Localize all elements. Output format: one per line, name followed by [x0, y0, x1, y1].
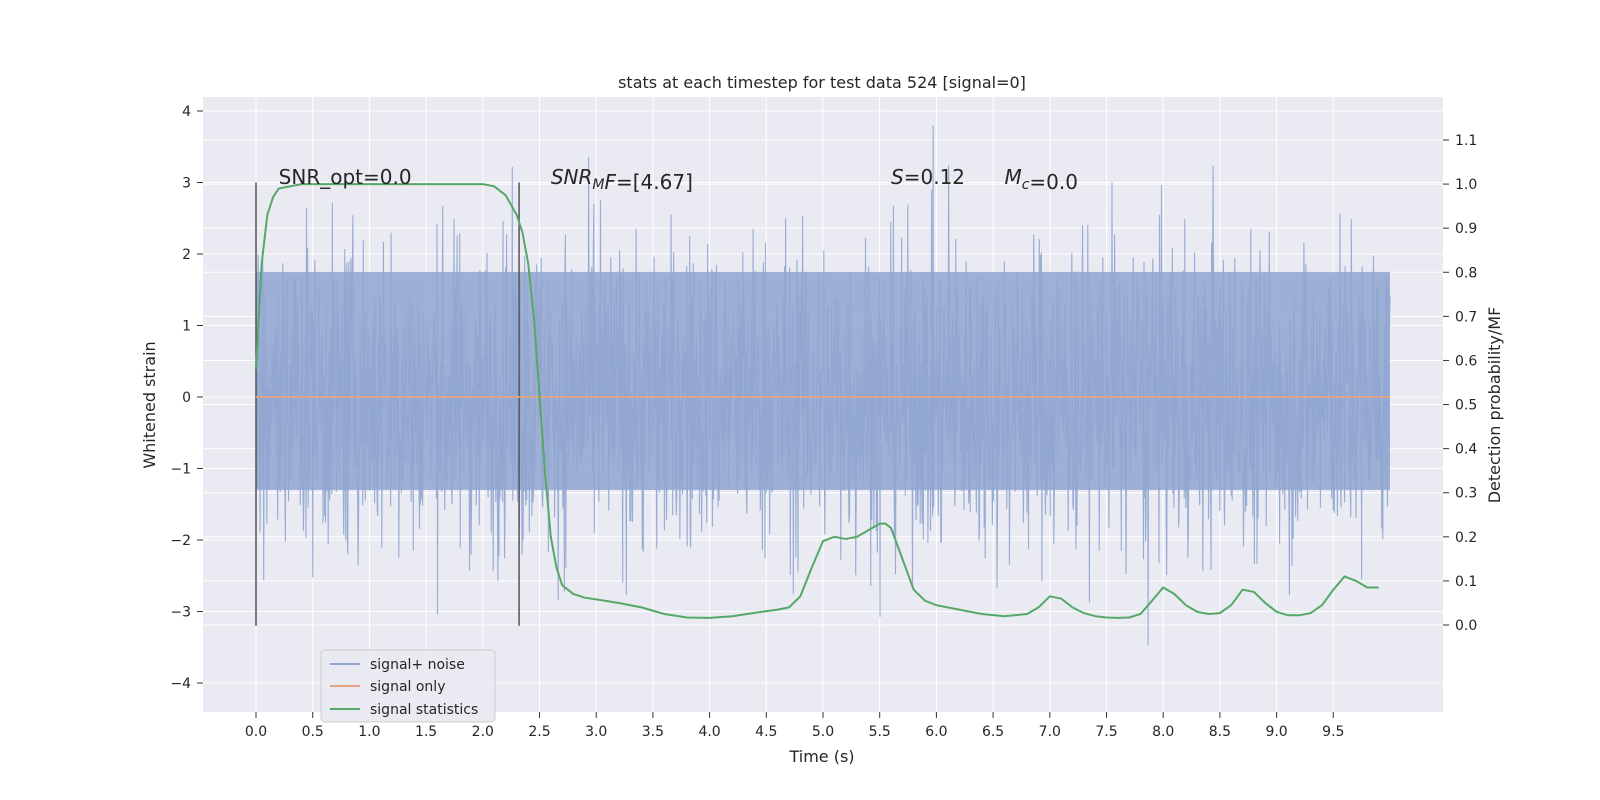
- y-tick-label: 1: [182, 319, 191, 335]
- chart-title: stats at each timestep for test data 524…: [618, 73, 1026, 92]
- y-tick-label: 3: [182, 176, 191, 192]
- y2-tick-label: 0.3: [1455, 486, 1477, 502]
- y2-tick-label: 1.0: [1455, 177, 1477, 193]
- y2-tick-label: 0.7: [1455, 309, 1477, 325]
- y2-tick-label: 0.6: [1455, 353, 1477, 369]
- legend-label-signal-noise: signal+ noise: [370, 657, 465, 673]
- y-tick-label: 4: [182, 104, 191, 120]
- y-axis-ticks: 4 3 2 1 0 −1 −2 −3 −4: [170, 104, 203, 692]
- signal-statistics-line: [255, 183, 1379, 619]
- y2-tick-label: 0.5: [1455, 398, 1477, 414]
- y-tick-label: −2: [170, 533, 191, 549]
- series-signal-noise: [255, 125, 1391, 646]
- y2-tick-label: 0.4: [1455, 442, 1477, 458]
- x-tick-label: 6.5: [982, 724, 1004, 740]
- x-tick-label: 6.0: [925, 724, 947, 740]
- x-tick-label: 2.5: [528, 724, 550, 740]
- y2-tick-label: 0.9: [1455, 221, 1477, 237]
- series-signal-statistics: [255, 183, 1379, 619]
- annotation-text: Mc=0.0: [1004, 165, 1078, 194]
- annotation-text: S=0.12: [891, 165, 965, 189]
- y2-tick-label: 1.1: [1455, 133, 1477, 149]
- x-tick-label: 1.5: [415, 724, 437, 740]
- x-tick-label: 3.5: [642, 724, 664, 740]
- x-tick-label: 8.0: [1152, 724, 1174, 740]
- y2-axis-label: Detection probability/MF: [1485, 307, 1504, 504]
- x-tick-label: 7.0: [1039, 724, 1061, 740]
- x-tick-label: 7.5: [1095, 724, 1117, 740]
- legend: signal+ noise signal only signal statist…: [320, 649, 496, 723]
- x-tick-label: 8.5: [1209, 724, 1231, 740]
- legend-label-signal-statistics: signal statistics: [370, 702, 478, 718]
- x-tick-label: 5.5: [869, 724, 891, 740]
- y-tick-label: 0: [182, 390, 191, 406]
- annotations: SNR_opt=0.0 SNRMF=[4.67] S=0.12 Mc=0.0: [279, 165, 1078, 194]
- legend-label-signal-only: signal only: [370, 679, 445, 695]
- y-tick-label: −4: [170, 676, 191, 692]
- y2-tick-label: 0.1: [1455, 574, 1477, 590]
- x-tick-label: 0.5: [302, 724, 324, 740]
- annotation-text: SNR_opt=0.0: [279, 165, 412, 189]
- y-tick-label: −1: [170, 462, 191, 478]
- y-axis-label: Whitened strain: [140, 341, 159, 468]
- y2-tick-label: 0.2: [1455, 530, 1477, 546]
- x-tick-label: 1.0: [358, 724, 380, 740]
- y-tick-label: 2: [182, 247, 191, 263]
- x-tick-label: 2.0: [472, 724, 494, 740]
- annotation-text: SNRMF=[4.67]: [551, 165, 693, 194]
- x-tick-label: 9.5: [1322, 724, 1344, 740]
- x-axis-label: Time (s): [788, 747, 854, 766]
- x-tick-label: 3.0: [585, 724, 607, 740]
- y-tick-label: −3: [170, 605, 191, 621]
- y2-tick-label: 0.0: [1455, 618, 1477, 634]
- x-tick-label: 5.0: [812, 724, 834, 740]
- x-tick-label: 4.5: [755, 724, 777, 740]
- x-axis-ticks: 0.0 0.5 1.0 1.5 2.0 2.5 3.0 3.5 4.0 4.5 5.0 5.5 6.0 6…: [245, 712, 1344, 740]
- x-tick-label: 4.0: [698, 724, 720, 740]
- y2-tick-label: 0.8: [1455, 265, 1477, 281]
- x-tick-label: 0.0: [245, 724, 267, 740]
- noise-core-band: [256, 271, 1390, 490]
- vertical-markers: [255, 182, 520, 626]
- y2-axis-ticks: 1.1 1.0 0.9 0.8 0.7 0.6 0.5 0.4 0.3 0.2 0.1 0.0: [1443, 133, 1477, 634]
- x-tick-label: 9.0: [1265, 724, 1287, 740]
- legend-box: [320, 649, 496, 723]
